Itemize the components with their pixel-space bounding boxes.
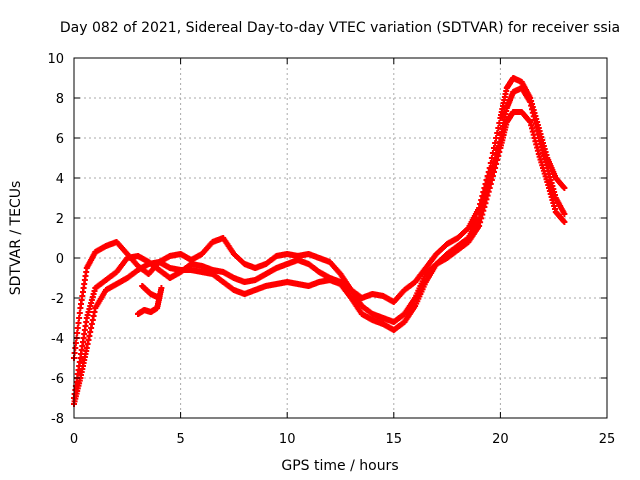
x-axis-label: GPS time / hours: [281, 458, 398, 474]
y-tick-label: 10: [47, 52, 64, 67]
x-axis-ticks: 0 5 10 15 20 25: [70, 58, 615, 447]
y-tick-label: 0: [56, 252, 64, 267]
series-track-b: [71, 85, 568, 401]
y-tick-label: -4: [51, 332, 64, 347]
y-tick-label: -2: [51, 292, 64, 307]
y-axis-ticks: -8 -6 -4 -2 0 2 4 6 8 10: [47, 52, 607, 427]
x-tick-label: 5: [176, 432, 184, 447]
y-tick-label: 2: [56, 212, 64, 227]
series-markers: [139, 283, 163, 301]
series-markers: [71, 85, 568, 401]
chart-title: Day 082 of 2021, Sidereal Day-to-day VTE…: [60, 20, 620, 36]
data-points: [71, 75, 568, 407]
y-tick-label: -8: [51, 412, 64, 427]
y-axis-label: SDTVAR / TECUs: [8, 181, 24, 296]
x-tick-label: 25: [599, 432, 616, 447]
plot-frame: [73, 57, 608, 419]
x-tick-label: 0: [70, 432, 78, 447]
series-track-e: [139, 283, 163, 301]
y-tick-label: 6: [56, 132, 64, 147]
x-tick-label: 15: [386, 432, 403, 447]
x-tick-label: 10: [279, 432, 296, 447]
y-tick-label: 4: [56, 172, 64, 187]
y-tick-label: -6: [51, 372, 64, 387]
y-tick-label: 8: [56, 92, 64, 107]
grid: [74, 58, 607, 418]
x-tick-label: 20: [492, 432, 509, 447]
